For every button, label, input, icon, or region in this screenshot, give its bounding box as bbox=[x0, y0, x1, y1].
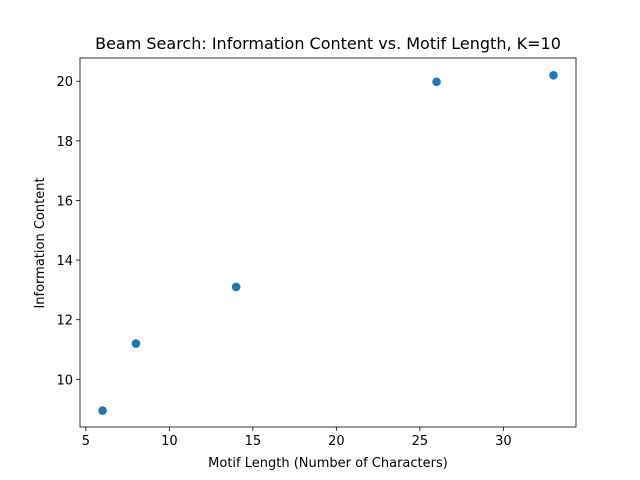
plot-area: 5 10 15 20 25 30 10 12 14 16 18 20 bbox=[56, 57, 577, 449]
y-tick-label: 16 bbox=[56, 194, 73, 209]
data-point bbox=[98, 406, 107, 415]
x-tick-label: 25 bbox=[412, 434, 429, 449]
x-tick-label: 30 bbox=[495, 434, 512, 449]
x-tick-label: 10 bbox=[161, 434, 178, 449]
y-tick-label: 18 bbox=[56, 135, 73, 150]
data-point bbox=[131, 339, 141, 348]
y-tick-label: 20 bbox=[56, 75, 73, 90]
plot-frame bbox=[79, 57, 577, 428]
x-tick-label: 20 bbox=[328, 434, 345, 449]
chart-title: Beam Search: Information Content vs. Mot… bbox=[95, 34, 561, 53]
y-tick-label: 10 bbox=[56, 373, 73, 388]
x-axis-label: Motif Length (Number of Characters) bbox=[208, 456, 448, 471]
x-tick-label: 5 bbox=[82, 434, 90, 449]
y-tick-label: 14 bbox=[56, 254, 73, 269]
data-point bbox=[432, 77, 441, 87]
data-point bbox=[231, 282, 241, 292]
data-point bbox=[549, 70, 558, 80]
y-tick-label: 12 bbox=[56, 314, 73, 329]
x-tick-label: 15 bbox=[245, 434, 262, 449]
y-axis-label: Information Content bbox=[33, 177, 48, 308]
